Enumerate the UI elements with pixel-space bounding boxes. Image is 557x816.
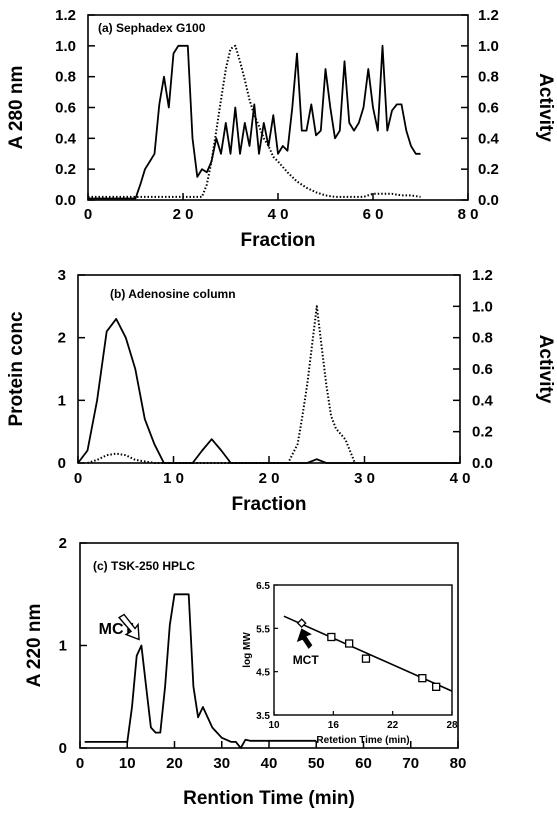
- panel-annotation: (a) Sephadex G100: [98, 21, 206, 35]
- inset-x-axis-label: Retetion Time (min): [316, 735, 409, 746]
- y2-tick-label: 0.6: [472, 361, 493, 378]
- series-line-a-solid: [88, 44, 421, 200]
- inset-y-tick-label: 3.5: [256, 711, 270, 722]
- inset-data-point: [361, 654, 371, 663]
- y-axis-label: A 280 nm: [6, 66, 27, 150]
- inset-data-point: [418, 674, 427, 683]
- y2-tick-label: 0.2: [478, 161, 499, 178]
- x-tick-label: 40: [261, 755, 278, 772]
- y2-axis-label: Activity: [535, 73, 556, 142]
- inset-data-point: [432, 682, 441, 691]
- y2-axis-label: Activity: [535, 335, 556, 404]
- inset-x-tick-label: 22: [387, 720, 399, 731]
- inset-y-tick-label: 6.5: [256, 581, 270, 592]
- y-tick-label: 2: [58, 330, 66, 347]
- y2-tick-label: 0.0: [472, 455, 493, 472]
- x-tick-label: 80: [450, 755, 467, 772]
- inset-y-tick-label: 5.5: [256, 624, 270, 635]
- x-axis-label: Fraction: [241, 230, 316, 251]
- inset-x-tick-label: 10: [268, 720, 280, 731]
- x-tick-label: 4 0: [268, 206, 289, 223]
- x-tick-label: 30: [213, 755, 230, 772]
- y2-tick-label: 0.8: [478, 69, 499, 86]
- x-tick-label: 6 0: [363, 206, 384, 223]
- y-tick-label: 3: [58, 267, 66, 284]
- inset-data-point: [345, 639, 354, 648]
- inset-y-axis-label: log MW: [242, 632, 253, 668]
- inset-x-tick-label: 16: [328, 720, 340, 731]
- y2-tick-label: 0.0: [478, 192, 499, 209]
- x-tick-label: 50: [308, 755, 325, 772]
- y2-tick-label: 1.2: [472, 267, 493, 284]
- y2-tick-label: 0.2: [472, 424, 493, 441]
- mct-arrow-icon: [117, 613, 140, 641]
- y2-tick-label: 1.0: [472, 298, 493, 315]
- x-tick-label: 2 0: [173, 206, 194, 223]
- y2-tick-label: 0.4: [478, 130, 500, 147]
- series-line-b-dotted: [87, 305, 356, 464]
- x-axis-label: Fraction: [232, 494, 307, 515]
- series-line-b-solid: [77, 317, 460, 464]
- inset-mct-point: [296, 618, 307, 629]
- x-tick-label: 1 0: [163, 470, 184, 487]
- x-tick-label: 2 0: [259, 470, 280, 487]
- x-tick-label: 0: [76, 755, 84, 772]
- y-tick-label: 1: [59, 638, 67, 655]
- x-tick-label: 70: [402, 755, 419, 772]
- y-tick-label: 0.2: [55, 161, 76, 178]
- y-tick-label: 0.8: [55, 69, 76, 86]
- y-tick-label: 0: [59, 740, 67, 757]
- x-axis-label: Rention Time (min): [183, 788, 355, 809]
- x-tick-label: 60: [355, 755, 372, 772]
- inset-frame: [273, 584, 453, 716]
- x-tick-label: 0: [74, 470, 82, 487]
- y-axis-label: A 220 nm: [24, 604, 45, 688]
- series-line-c-solid: [84, 593, 317, 749]
- panel-annotation: (b) Adenosine column: [110, 287, 236, 301]
- y-tick-label: 0.0: [55, 192, 76, 209]
- x-tick-label: 3 0: [354, 470, 375, 487]
- series-line-a-dotted: [88, 44, 421, 198]
- x-tick-label: 8 0: [458, 206, 479, 223]
- inset-data-point: [327, 632, 336, 642]
- y2-tick-label: 0.6: [478, 100, 499, 117]
- x-tick-label: 0: [84, 206, 92, 223]
- y-tick-label: 0.4: [55, 130, 77, 147]
- x-tick-label: 10: [119, 755, 136, 772]
- panel-annotation: (c) TSK-250 HPLC: [93, 559, 195, 573]
- y-tick-label: 1: [58, 392, 66, 409]
- inset-y-tick-label: 4.5: [256, 668, 270, 679]
- inset-mct-arrow-icon: [296, 628, 313, 649]
- y2-tick-label: 0.8: [472, 330, 493, 347]
- y-tick-label: 0: [58, 455, 66, 472]
- y-tick-label: 1.0: [55, 38, 76, 55]
- y-axis-label: Protein conc: [6, 311, 27, 427]
- y-tick-label: 2: [59, 535, 67, 552]
- y2-tick-label: 1.0: [478, 38, 499, 55]
- inset-mct-label: MCT: [293, 653, 320, 667]
- y-tick-label: 0.6: [55, 100, 76, 117]
- inset-x-tick-label: 28: [446, 720, 458, 731]
- x-tick-label: 4 0: [450, 470, 471, 487]
- x-tick-label: 20: [166, 755, 183, 772]
- y2-tick-label: 0.4: [472, 392, 494, 409]
- y-tick-label: 1.2: [55, 7, 76, 24]
- y2-tick-label: 1.2: [478, 7, 499, 24]
